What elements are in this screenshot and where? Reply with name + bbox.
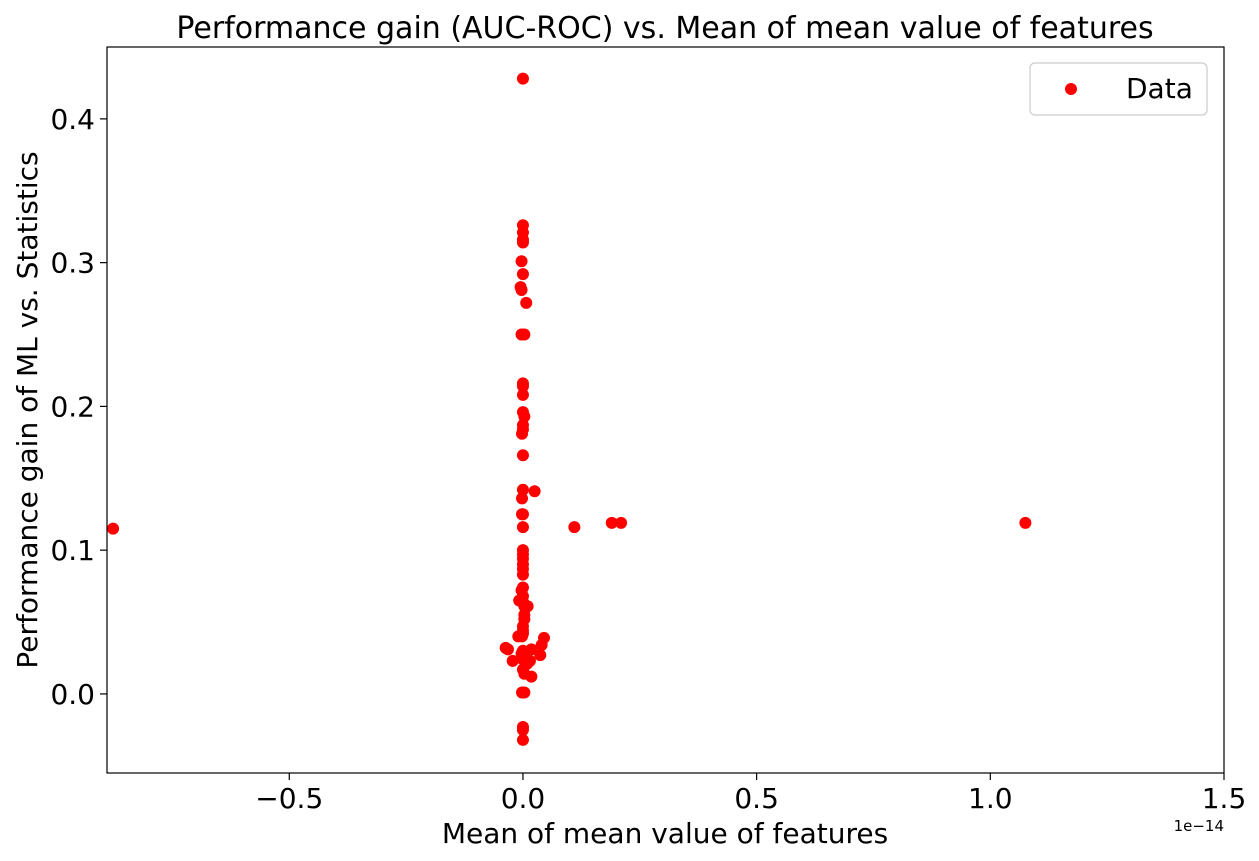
data-point bbox=[516, 521, 529, 534]
x-tick-label: −0.5 bbox=[255, 782, 323, 815]
x-tick-label: 1.5 bbox=[1202, 782, 1247, 815]
x-axis-ticks: −0.5 0.0 0.5 1.0 1.5 bbox=[255, 773, 1246, 815]
data-point bbox=[516, 723, 529, 736]
legend[interactable]: Data bbox=[1029, 62, 1208, 116]
data-point bbox=[516, 268, 529, 281]
data-point bbox=[528, 485, 541, 498]
data-point bbox=[534, 649, 547, 662]
data-point bbox=[518, 328, 531, 341]
legend-box bbox=[1029, 62, 1208, 116]
data-point bbox=[515, 255, 528, 268]
y-tick-label: 0.4 bbox=[50, 103, 95, 136]
data-point bbox=[516, 427, 529, 440]
x-tick-label: 1.0 bbox=[968, 782, 1013, 815]
data-points bbox=[107, 72, 1032, 746]
data-point bbox=[516, 492, 529, 505]
data-point bbox=[501, 643, 514, 656]
data-point bbox=[516, 72, 529, 85]
data-point bbox=[512, 630, 525, 643]
data-point bbox=[506, 654, 519, 667]
data-point bbox=[605, 516, 618, 529]
data-point bbox=[107, 522, 120, 535]
y-tick-label: 0.3 bbox=[50, 247, 95, 280]
x-tick-label: 0.5 bbox=[734, 782, 779, 815]
data-point bbox=[516, 733, 529, 746]
x-axis-label: Mean of mean value of features bbox=[442, 817, 888, 850]
y-tick-label: 0.0 bbox=[50, 678, 95, 711]
y-axis-label: Performance gain of ML vs. Statistics bbox=[11, 151, 44, 668]
data-point bbox=[516, 508, 529, 521]
legend-label-data: Data bbox=[1126, 72, 1193, 105]
y-tick-label: 0.2 bbox=[50, 390, 95, 423]
data-point bbox=[525, 670, 538, 683]
x-tick-label: 0.0 bbox=[501, 782, 546, 815]
data-point bbox=[516, 568, 529, 581]
data-point bbox=[516, 388, 529, 401]
data-point bbox=[535, 639, 548, 652]
data-point bbox=[516, 236, 529, 249]
y-tick-label: 0.1 bbox=[50, 534, 95, 567]
data-point bbox=[1019, 516, 1032, 529]
data-point bbox=[520, 296, 533, 309]
x-axis-offset-label: 1e−14 bbox=[1174, 817, 1224, 835]
data-point bbox=[615, 516, 628, 529]
data-point bbox=[516, 686, 529, 699]
plot-area-frame bbox=[106, 46, 1225, 774]
data-point bbox=[516, 449, 529, 462]
data-point bbox=[568, 521, 581, 534]
data-point bbox=[516, 380, 529, 393]
chart-title: Performance gain (AUC-ROC) vs. Mean of m… bbox=[176, 11, 1153, 46]
legend-marker-data bbox=[1065, 83, 1077, 95]
data-point bbox=[515, 283, 528, 296]
y-axis-ticks: 0.0 0.1 0.2 0.3 0.4 bbox=[50, 103, 107, 711]
